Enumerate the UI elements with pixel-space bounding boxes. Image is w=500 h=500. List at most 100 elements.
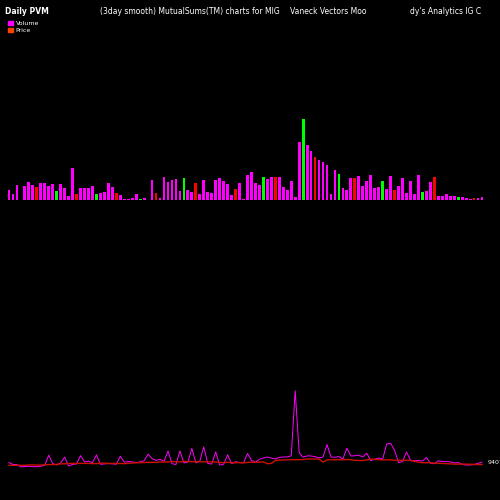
Bar [75, 194, 78, 200]
Bar [266, 178, 269, 200]
Bar [409, 180, 412, 200]
Bar [127, 198, 130, 200]
Bar [441, 196, 444, 200]
Bar [318, 160, 320, 200]
Bar [370, 175, 372, 200]
Bar [274, 177, 276, 200]
Bar [401, 178, 404, 200]
Bar [437, 196, 440, 200]
Bar [246, 174, 249, 200]
Bar [480, 197, 484, 200]
Bar [16, 185, 18, 200]
Bar [210, 192, 213, 200]
Bar [378, 187, 380, 200]
Bar [453, 196, 456, 200]
Bar [222, 181, 225, 200]
Bar [71, 168, 74, 200]
Bar [405, 194, 408, 200]
Bar [83, 188, 86, 200]
Bar [44, 183, 46, 200]
Bar [32, 184, 34, 200]
Text: Vaneck Vectors Moo: Vaneck Vectors Moo [290, 8, 366, 16]
Bar [218, 178, 221, 200]
Bar [79, 188, 82, 200]
Bar [445, 194, 448, 200]
Bar [476, 198, 480, 200]
Bar [465, 198, 468, 200]
Bar [310, 151, 312, 200]
Bar [457, 197, 460, 200]
Bar [186, 190, 190, 200]
Bar [382, 181, 384, 200]
Bar [87, 188, 90, 200]
Bar [258, 185, 261, 200]
Legend: Volume, Price: Volume, Price [8, 20, 39, 33]
Bar [461, 196, 464, 200]
Text: Daily PVM: Daily PVM [5, 8, 49, 16]
Bar [397, 186, 400, 200]
Bar [12, 194, 14, 200]
Bar [449, 196, 452, 200]
Bar [282, 187, 284, 200]
Bar [468, 199, 471, 200]
Bar [389, 176, 392, 200]
Bar [40, 183, 42, 200]
Bar [63, 188, 66, 200]
Bar [131, 198, 134, 200]
Bar [254, 183, 257, 200]
Bar [472, 198, 476, 200]
Bar [170, 180, 173, 200]
Bar [314, 156, 316, 200]
Bar [67, 196, 70, 200]
Bar [330, 194, 332, 200]
Bar [230, 195, 233, 200]
Text: dy's Analytics IG C: dy's Analytics IG C [410, 8, 481, 16]
Bar [429, 182, 432, 200]
Bar [162, 177, 166, 200]
Bar [294, 196, 296, 200]
Bar [334, 170, 336, 200]
Bar [111, 187, 114, 200]
Bar [290, 181, 292, 200]
Bar [393, 190, 396, 200]
Bar [338, 174, 340, 200]
Bar [95, 194, 98, 200]
Text: 9407: 9407 [488, 460, 500, 464]
Bar [28, 182, 30, 200]
Bar [60, 184, 62, 200]
Bar [302, 119, 304, 200]
Bar [306, 145, 308, 200]
Bar [354, 178, 356, 200]
Bar [182, 178, 186, 200]
Bar [103, 192, 106, 200]
Bar [123, 199, 126, 200]
Bar [358, 176, 360, 200]
Bar [298, 142, 300, 200]
Bar [350, 178, 352, 200]
Bar [36, 187, 38, 200]
Bar [158, 198, 162, 200]
Bar [262, 177, 265, 200]
Bar [56, 190, 58, 200]
Bar [385, 189, 388, 200]
Bar [362, 186, 364, 200]
Bar [194, 184, 197, 200]
Bar [270, 178, 272, 200]
Bar [346, 190, 348, 200]
Bar [198, 194, 201, 200]
Bar [322, 162, 324, 200]
Bar [286, 190, 288, 200]
Bar [174, 178, 178, 200]
Bar [417, 176, 420, 200]
Bar [99, 192, 102, 200]
Bar [24, 186, 26, 200]
Bar [278, 177, 280, 200]
Bar [107, 183, 110, 200]
Bar [421, 192, 424, 200]
Bar [52, 184, 54, 200]
Bar [91, 186, 94, 200]
Bar [234, 189, 237, 200]
Bar [154, 193, 158, 200]
Bar [166, 182, 170, 200]
Bar [214, 180, 217, 200]
